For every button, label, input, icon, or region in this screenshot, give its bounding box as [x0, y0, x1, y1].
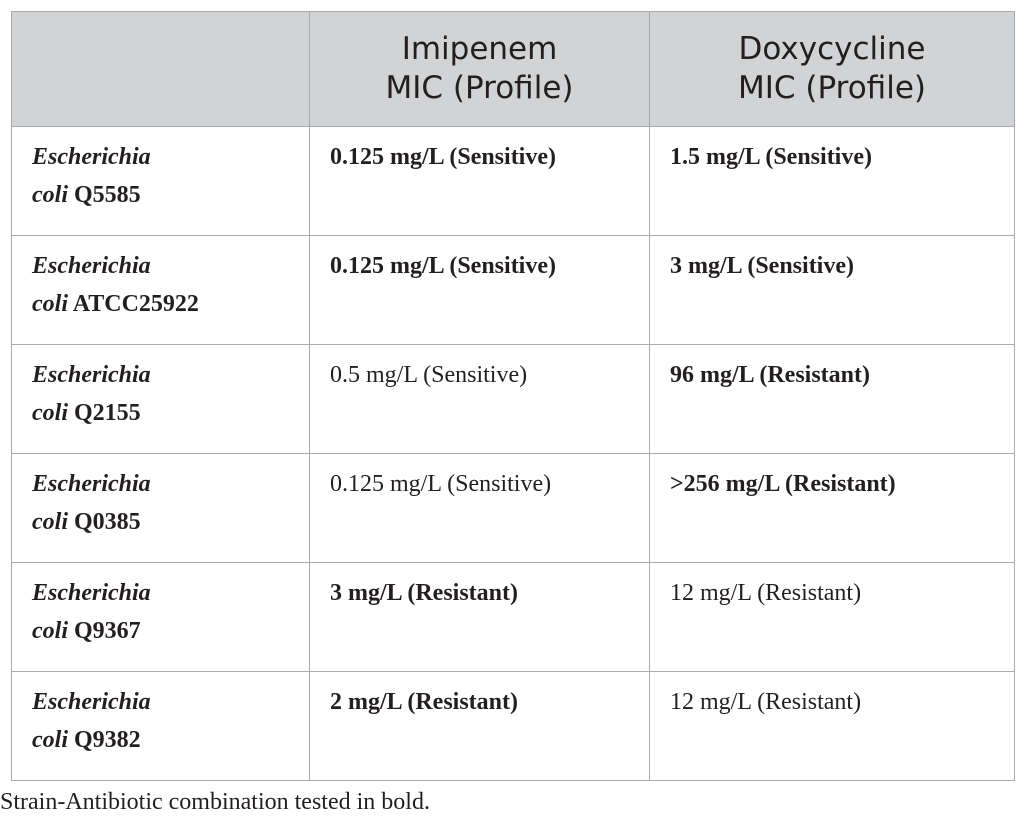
strain-species: coli: [32, 291, 68, 317]
table-row: Escherichia coli Q9367 3 mg/L (Resistant) 1…: [11, 562, 1015, 672]
table-footnote: Strain-Antibiotic combination tested in …: [0, 789, 430, 815]
header-imipenem-line2: MIC (Profile): [385, 70, 574, 106]
table-row: Escherichia coli Q0385 0.125 mg/L (Sensiti…: [11, 453, 1015, 563]
mic-table-container: Imipenem MIC (Profile) Doxycycline MIC (…: [11, 11, 1015, 781]
strain-cell: Escherichia coli Q2155: [11, 344, 310, 454]
strain-id: Q2155: [74, 400, 141, 426]
table-row: Escherichia coli Q5585 0.125 mg/L (Sensiti…: [11, 126, 1015, 236]
strain-species: coli: [32, 509, 68, 535]
imipenem-mic-cell: 2 mg/L (Resistant): [309, 671, 650, 781]
table-body: Escherichia coli Q5585 0.125 mg/L (Sensiti…: [11, 126, 1015, 781]
imipenem-mic-cell: 0.125 mg/L (Sensitive): [309, 235, 650, 345]
header-doxycycline: Doxycycline MIC (Profile): [649, 11, 1015, 127]
imipenem-mic-value: 0.125 mg/L (Sensitive): [330, 471, 552, 497]
header-row: Imipenem MIC (Profile) Doxycycline MIC (…: [11, 11, 1015, 127]
doxycycline-mic-cell: 12 mg/L (Resistant): [649, 562, 1015, 672]
strain-genus: Escherichia: [32, 253, 151, 279]
doxycycline-mic-value: 3 mg/L (Sensitive): [670, 253, 854, 279]
imipenem-mic-cell: 0.125 mg/L (Sensitive): [309, 126, 650, 236]
header-doxycycline-line2: MIC (Profile): [738, 70, 926, 106]
imipenem-mic-value: 0.125 mg/L (Sensitive): [330, 253, 556, 279]
strain-id: Q0385: [74, 509, 141, 535]
doxycycline-mic-cell: 1.5 mg/L (Sensitive): [649, 126, 1015, 236]
strain-species: coli: [32, 182, 68, 208]
strain-cell: Escherichia coli Q9367: [11, 562, 310, 672]
doxycycline-mic-cell: 96 mg/L (Resistant): [649, 344, 1015, 454]
header-strain: [11, 11, 310, 127]
imipenem-mic-cell: 0.125 mg/L (Sensitive): [309, 453, 650, 563]
header-imipenem: Imipenem MIC (Profile): [309, 11, 650, 127]
strain-cell: Escherichia coli Q0385: [11, 453, 310, 563]
strain-genus: Escherichia: [32, 580, 151, 606]
strain-genus: Escherichia: [32, 689, 151, 715]
strain-species: coli: [32, 400, 68, 426]
strain-species: coli: [32, 727, 68, 753]
imipenem-mic-cell: 0.5 mg/L (Sensitive): [309, 344, 650, 454]
imipenem-mic-cell: 3 mg/L (Resistant): [309, 562, 650, 672]
doxycycline-mic-value: 1.5 mg/L (Sensitive): [670, 144, 872, 170]
imipenem-mic-value: 0.125 mg/L (Sensitive): [330, 144, 556, 170]
strain-id: Q9382: [74, 727, 141, 753]
strain-genus: Escherichia: [32, 144, 151, 170]
strain-id: Q9367: [74, 618, 141, 644]
strain-cell: Escherichia coli ATCC25922: [11, 235, 310, 345]
header-imipenem-line1: Imipenem: [401, 31, 558, 67]
doxycycline-mic-cell: 12 mg/L (Resistant): [649, 671, 1015, 781]
strain-cell: Escherichia coli Q5585: [11, 126, 310, 236]
mic-table: Imipenem MIC (Profile) Doxycycline MIC (…: [11, 11, 1015, 781]
doxycycline-mic-value: 12 mg/L (Resistant): [670, 689, 862, 715]
table-header: Imipenem MIC (Profile) Doxycycline MIC (…: [11, 11, 1015, 127]
strain-id: Q5585: [74, 182, 141, 208]
doxycycline-mic-cell: 3 mg/L (Sensitive): [649, 235, 1015, 345]
strain-genus: Escherichia: [32, 362, 151, 388]
imipenem-mic-value: 3 mg/L (Resistant): [330, 580, 518, 606]
doxycycline-mic-value: 12 mg/L (Resistant): [670, 580, 862, 606]
doxycycline-mic-value: >256 mg/L (Resistant): [670, 471, 896, 497]
table-row: Escherichia coli Q9382 2 mg/L (Resistant) 1…: [11, 671, 1015, 781]
strain-genus: Escherichia: [32, 471, 151, 497]
imipenem-mic-value: 0.5 mg/L (Sensitive): [330, 362, 528, 388]
imipenem-mic-value: 2 mg/L (Resistant): [330, 689, 518, 715]
strain-species: coli: [32, 618, 68, 644]
header-doxycycline-line1: Doxycycline: [738, 31, 926, 67]
doxycycline-mic-cell: >256 mg/L (Resistant): [649, 453, 1015, 563]
table-row: Escherichia coli ATCC25922 0.125 mg/L (Sen…: [11, 235, 1015, 345]
doxycycline-mic-value: 96 mg/L (Resistant): [670, 362, 870, 388]
strain-cell: Escherichia coli Q9382: [11, 671, 310, 781]
table-row: Escherichia coli Q2155 0.5 mg/L (Sensitive…: [11, 344, 1015, 454]
strain-id: ATCC25922: [72, 291, 199, 317]
